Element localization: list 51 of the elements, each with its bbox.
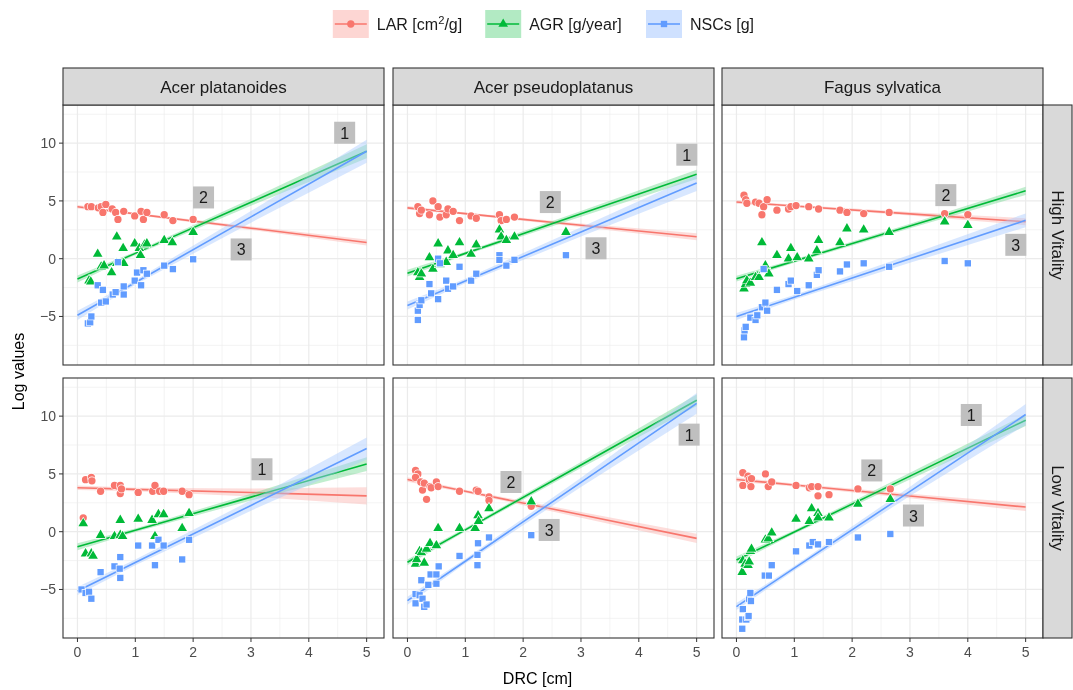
x-tick-label: 0: [73, 644, 82, 660]
x-tick-label: 5: [1021, 644, 1030, 660]
x-tick-label: 4: [304, 644, 313, 660]
annotation: 2: [545, 194, 555, 212]
y-tick-label: −5: [40, 308, 57, 325]
annotation: 3: [908, 507, 918, 525]
annotation: 1: [682, 146, 692, 164]
y-tick-label: 0: [48, 523, 57, 540]
y-tick-label: −5: [40, 581, 57, 598]
x-tick-label: 3: [247, 644, 256, 660]
y-tick-label: 5: [48, 192, 57, 209]
x-tick-label: 2: [189, 644, 198, 660]
x-tick-label: 2: [519, 644, 528, 660]
annotation: 1: [684, 426, 694, 444]
x-tick-label: 1: [790, 644, 799, 660]
annotation: 1: [340, 124, 350, 142]
x-tick-label: 0: [732, 644, 741, 660]
x-tick-label: 3: [906, 644, 915, 660]
legend-label: AGR [g/year]: [529, 16, 622, 33]
y2-axis-title: Low Vitality: [1048, 465, 1067, 552]
x-tick-label: 1: [461, 644, 470, 660]
x-tick-label: 0: [403, 644, 412, 660]
annotation: 2: [199, 189, 209, 207]
annotation: 1: [257, 461, 267, 479]
y-tick-label: 5: [48, 465, 57, 482]
x-tick-label: 5: [362, 644, 371, 660]
legend-label: NSCs [g]: [690, 16, 755, 33]
chart-title: Acer platanoides: [160, 78, 287, 97]
annotation: 3: [591, 240, 601, 258]
chart-title: Fagus sylvatica: [823, 78, 942, 97]
annotation: 2: [941, 187, 951, 205]
y2-axis-title: High Vitality: [1048, 190, 1067, 281]
x-tick-label: 5: [692, 644, 701, 660]
annotation: 2: [867, 462, 877, 480]
x-tick-label: 2: [848, 644, 857, 660]
annotation: 2: [506, 474, 516, 491]
x-tick-label: 1: [131, 644, 140, 660]
annotation: 1: [966, 406, 976, 424]
annotation: 3: [236, 241, 246, 259]
annotation: 3: [1011, 236, 1021, 254]
y-axis-title: Log values: [10, 332, 27, 411]
y-tick-label: 0: [48, 250, 57, 267]
x-tick-label: 4: [634, 644, 643, 660]
y-tick-label: 10: [40, 135, 57, 152]
x-axis-title: DRC [cm]: [502, 670, 573, 687]
annotation: 3: [544, 521, 554, 539]
legend-label: LAR [cm$^{2}$/g]: [376, 14, 463, 33]
x-tick-label: 4: [963, 644, 972, 660]
x-tick-label: 3: [577, 644, 586, 660]
y-tick-label: 10: [40, 408, 57, 425]
chart-title: Acer pseudoplatanus: [473, 78, 634, 97]
